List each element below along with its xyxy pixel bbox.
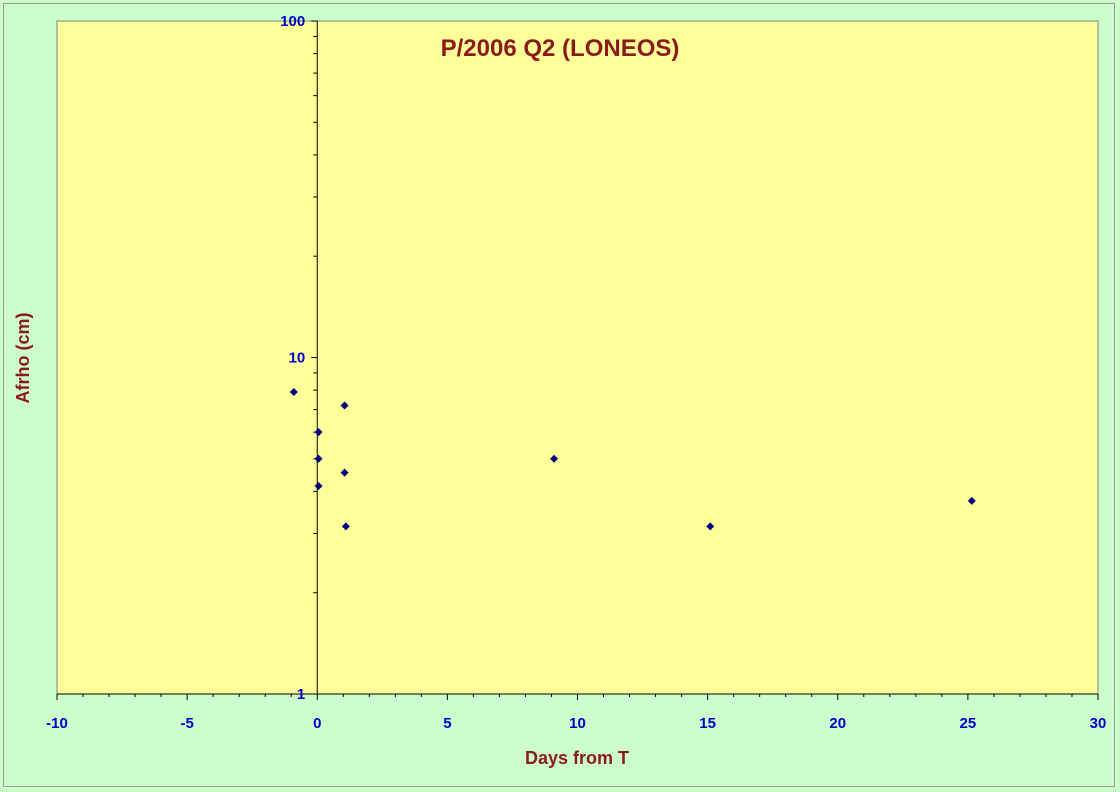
- y-tick-label: 1: [297, 686, 305, 703]
- data-point: [314, 454, 323, 463]
- data-point: [289, 387, 298, 396]
- data-point: [340, 468, 349, 477]
- y-tick-label: 100: [280, 13, 305, 30]
- x-axis-title: Days from T: [525, 748, 629, 768]
- x-tick-label: 5: [443, 715, 451, 732]
- x-tick-label: 30: [1090, 715, 1107, 732]
- data-point: [314, 428, 323, 437]
- data-point: [967, 496, 976, 505]
- chart-title: P/2006 Q2 (LONEOS): [441, 35, 680, 62]
- y-axis-title: Afrho (cm): [13, 313, 33, 404]
- data-point: [314, 482, 323, 491]
- data-point: [550, 454, 559, 463]
- x-tick-label: -10: [46, 715, 68, 732]
- data-point: [706, 522, 715, 531]
- y-tick-label: 10: [289, 350, 306, 367]
- x-tick-label: 0: [313, 715, 321, 732]
- x-tick-label: 10: [569, 715, 586, 732]
- chart-frame: [3, 3, 1115, 787]
- x-tick-label: 20: [829, 715, 846, 732]
- data-point: [341, 522, 350, 531]
- y-tick-labels: 1 10 100: [280, 13, 305, 703]
- x-tick-label: 25: [960, 715, 977, 732]
- x-tick-label: 15: [699, 715, 716, 732]
- data-points: [289, 387, 976, 531]
- x-tick-labels: -10 -5 0 5 10 15 20 25 30: [46, 715, 1106, 732]
- data-point: [340, 401, 349, 410]
- x-tick-label: -5: [180, 715, 193, 732]
- plot-area: [56, 20, 1099, 695]
